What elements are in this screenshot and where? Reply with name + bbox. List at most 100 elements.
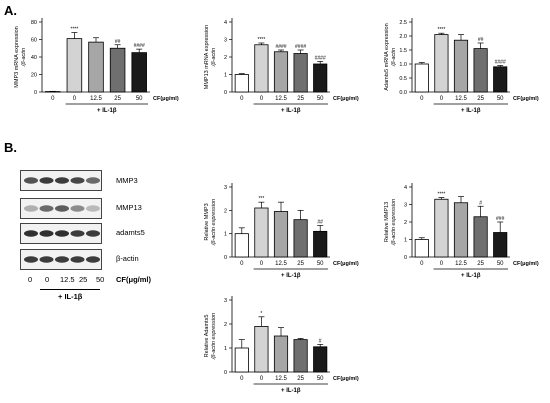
- bar: [453, 202, 469, 258]
- blot-il-label: + IL-1β: [58, 292, 83, 301]
- significance-label: ####: [495, 59, 506, 65]
- significance-label: #: [479, 200, 482, 206]
- bar: [293, 53, 308, 93]
- x-tick-label: 50: [497, 261, 504, 267]
- y-tick-label: 1.5: [399, 48, 407, 54]
- blot-band: [55, 177, 69, 184]
- blot-band: [24, 256, 38, 263]
- western-blot: MMP3 MMP13 adamts5 β-actin: [0, 168, 170, 278]
- blot-band: [70, 256, 85, 263]
- bar: [293, 339, 308, 373]
- x-tick-label: 0: [260, 261, 264, 267]
- significance-label: ####: [315, 55, 326, 61]
- significance-label: ##: [115, 39, 121, 45]
- y-tick-label: 1: [224, 346, 227, 352]
- y-axis-sublabel: /β-actin expression: [211, 313, 217, 360]
- bar: [254, 326, 269, 373]
- relative-mmp13-chart: 0 1 2 3 4 Relative MMP13/β-actin expression 0 *…: [384, 183, 539, 279]
- bar: [293, 219, 308, 258]
- x-tick-label: 0: [240, 376, 244, 382]
- blot-lane-3: 25: [79, 275, 88, 284]
- y-axis-label: Relative Adamts5: [204, 315, 210, 358]
- x-tick-label: 50: [497, 96, 504, 102]
- x-tick-label: 25: [477, 96, 484, 102]
- blot-band: [39, 177, 54, 184]
- significance-label: ##: [478, 37, 484, 43]
- x-tick-label: 12.5: [275, 261, 287, 267]
- bar: [313, 63, 328, 93]
- y-tick-label: 0.0: [399, 90, 407, 96]
- y-tick-label: 0: [224, 370, 227, 376]
- x-tick-label: 50: [317, 96, 324, 102]
- y-axis-sublabel: /β-actin: [391, 48, 397, 67]
- x-tick-label: 25: [297, 261, 304, 267]
- cf-axis-label: CF(μg/ml): [153, 96, 179, 102]
- x-tick-label: 0: [240, 261, 244, 267]
- bar: [234, 74, 249, 93]
- blot-lane-4: 50: [96, 275, 105, 284]
- bar: [493, 66, 508, 93]
- panel-b-label: B.: [4, 140, 17, 155]
- x-tick-label: 0: [440, 261, 444, 267]
- cf-axis-label: CF(μg/ml): [333, 96, 359, 102]
- blot-lane-0: 0: [28, 275, 33, 284]
- blot-label-mmp13: MMP13: [116, 203, 142, 212]
- bar: [473, 48, 488, 93]
- x-tick-label: 25: [114, 96, 121, 102]
- blot-band: [86, 205, 100, 212]
- blot-lane-2: 12.5: [60, 275, 75, 284]
- significance-label: ###: [496, 216, 505, 222]
- bar: [254, 44, 269, 93]
- il-bracket-label: + IL-1β: [461, 108, 481, 114]
- y-tick-label: 3: [404, 203, 407, 209]
- y-tick-label: 3: [224, 185, 227, 191]
- significance-label: ####: [275, 44, 286, 50]
- x-tick-label: 0: [73, 96, 77, 102]
- y-tick-label: 0: [34, 90, 37, 96]
- y-tick-label: 0.5: [399, 76, 407, 82]
- y-tick-label: 60: [31, 38, 37, 44]
- bar: [313, 230, 328, 258]
- y-tick-label: 3: [224, 298, 227, 304]
- significance-label: ####: [134, 43, 145, 49]
- bar: [131, 52, 147, 93]
- bar: [234, 233, 249, 258]
- il-bracket-label: + IL-1β: [461, 273, 481, 279]
- significance-label: ****: [438, 192, 446, 198]
- panel-a-label: A.: [4, 3, 17, 18]
- x-tick-label: 12.5: [455, 261, 467, 267]
- x-tick-label: 25: [297, 376, 304, 382]
- x-tick-label: 12.5: [275, 96, 287, 102]
- blot-band: [86, 177, 100, 184]
- bar: [66, 38, 83, 93]
- blot-row-mmp3: [20, 170, 102, 191]
- y-tick-label: 4: [404, 185, 407, 191]
- y-tick-label: 0: [404, 255, 407, 261]
- bar: [414, 239, 429, 258]
- x-tick-label: 0: [260, 376, 264, 382]
- x-tick-label: 0: [440, 96, 444, 102]
- bar: [493, 232, 508, 258]
- mmp13-mrna-chart: 0 1 2 3 4 MMP13 mRNA expression/β-actin 0 **** 0…: [204, 18, 359, 114]
- il-bracket-label: + IL-1β: [281, 108, 301, 114]
- blot-band: [39, 256, 54, 263]
- y-tick-label: 1: [224, 73, 227, 79]
- blot-band: [70, 230, 85, 237]
- significance-label: ***: [258, 196, 264, 202]
- blot-row-adamts5: [20, 223, 102, 244]
- blot-row-mmp13: [20, 198, 102, 219]
- x-tick-label: 12.5: [90, 96, 102, 102]
- significance-label: #: [319, 338, 322, 344]
- blot-il-line: [40, 289, 100, 290]
- y-tick-label: 2.0: [399, 34, 407, 40]
- x-tick-label: 0: [260, 96, 264, 102]
- x-tick-label: 0: [420, 261, 424, 267]
- il-bracket-label: + IL-1β: [281, 273, 301, 279]
- bar: [473, 216, 488, 258]
- bar: [313, 346, 328, 373]
- blot-band: [55, 230, 69, 237]
- il-bracket-label: + IL-1β: [281, 388, 301, 394]
- bar: [453, 39, 469, 93]
- y-tick-label: 40: [31, 55, 37, 61]
- y-tick-label: 2: [404, 220, 407, 226]
